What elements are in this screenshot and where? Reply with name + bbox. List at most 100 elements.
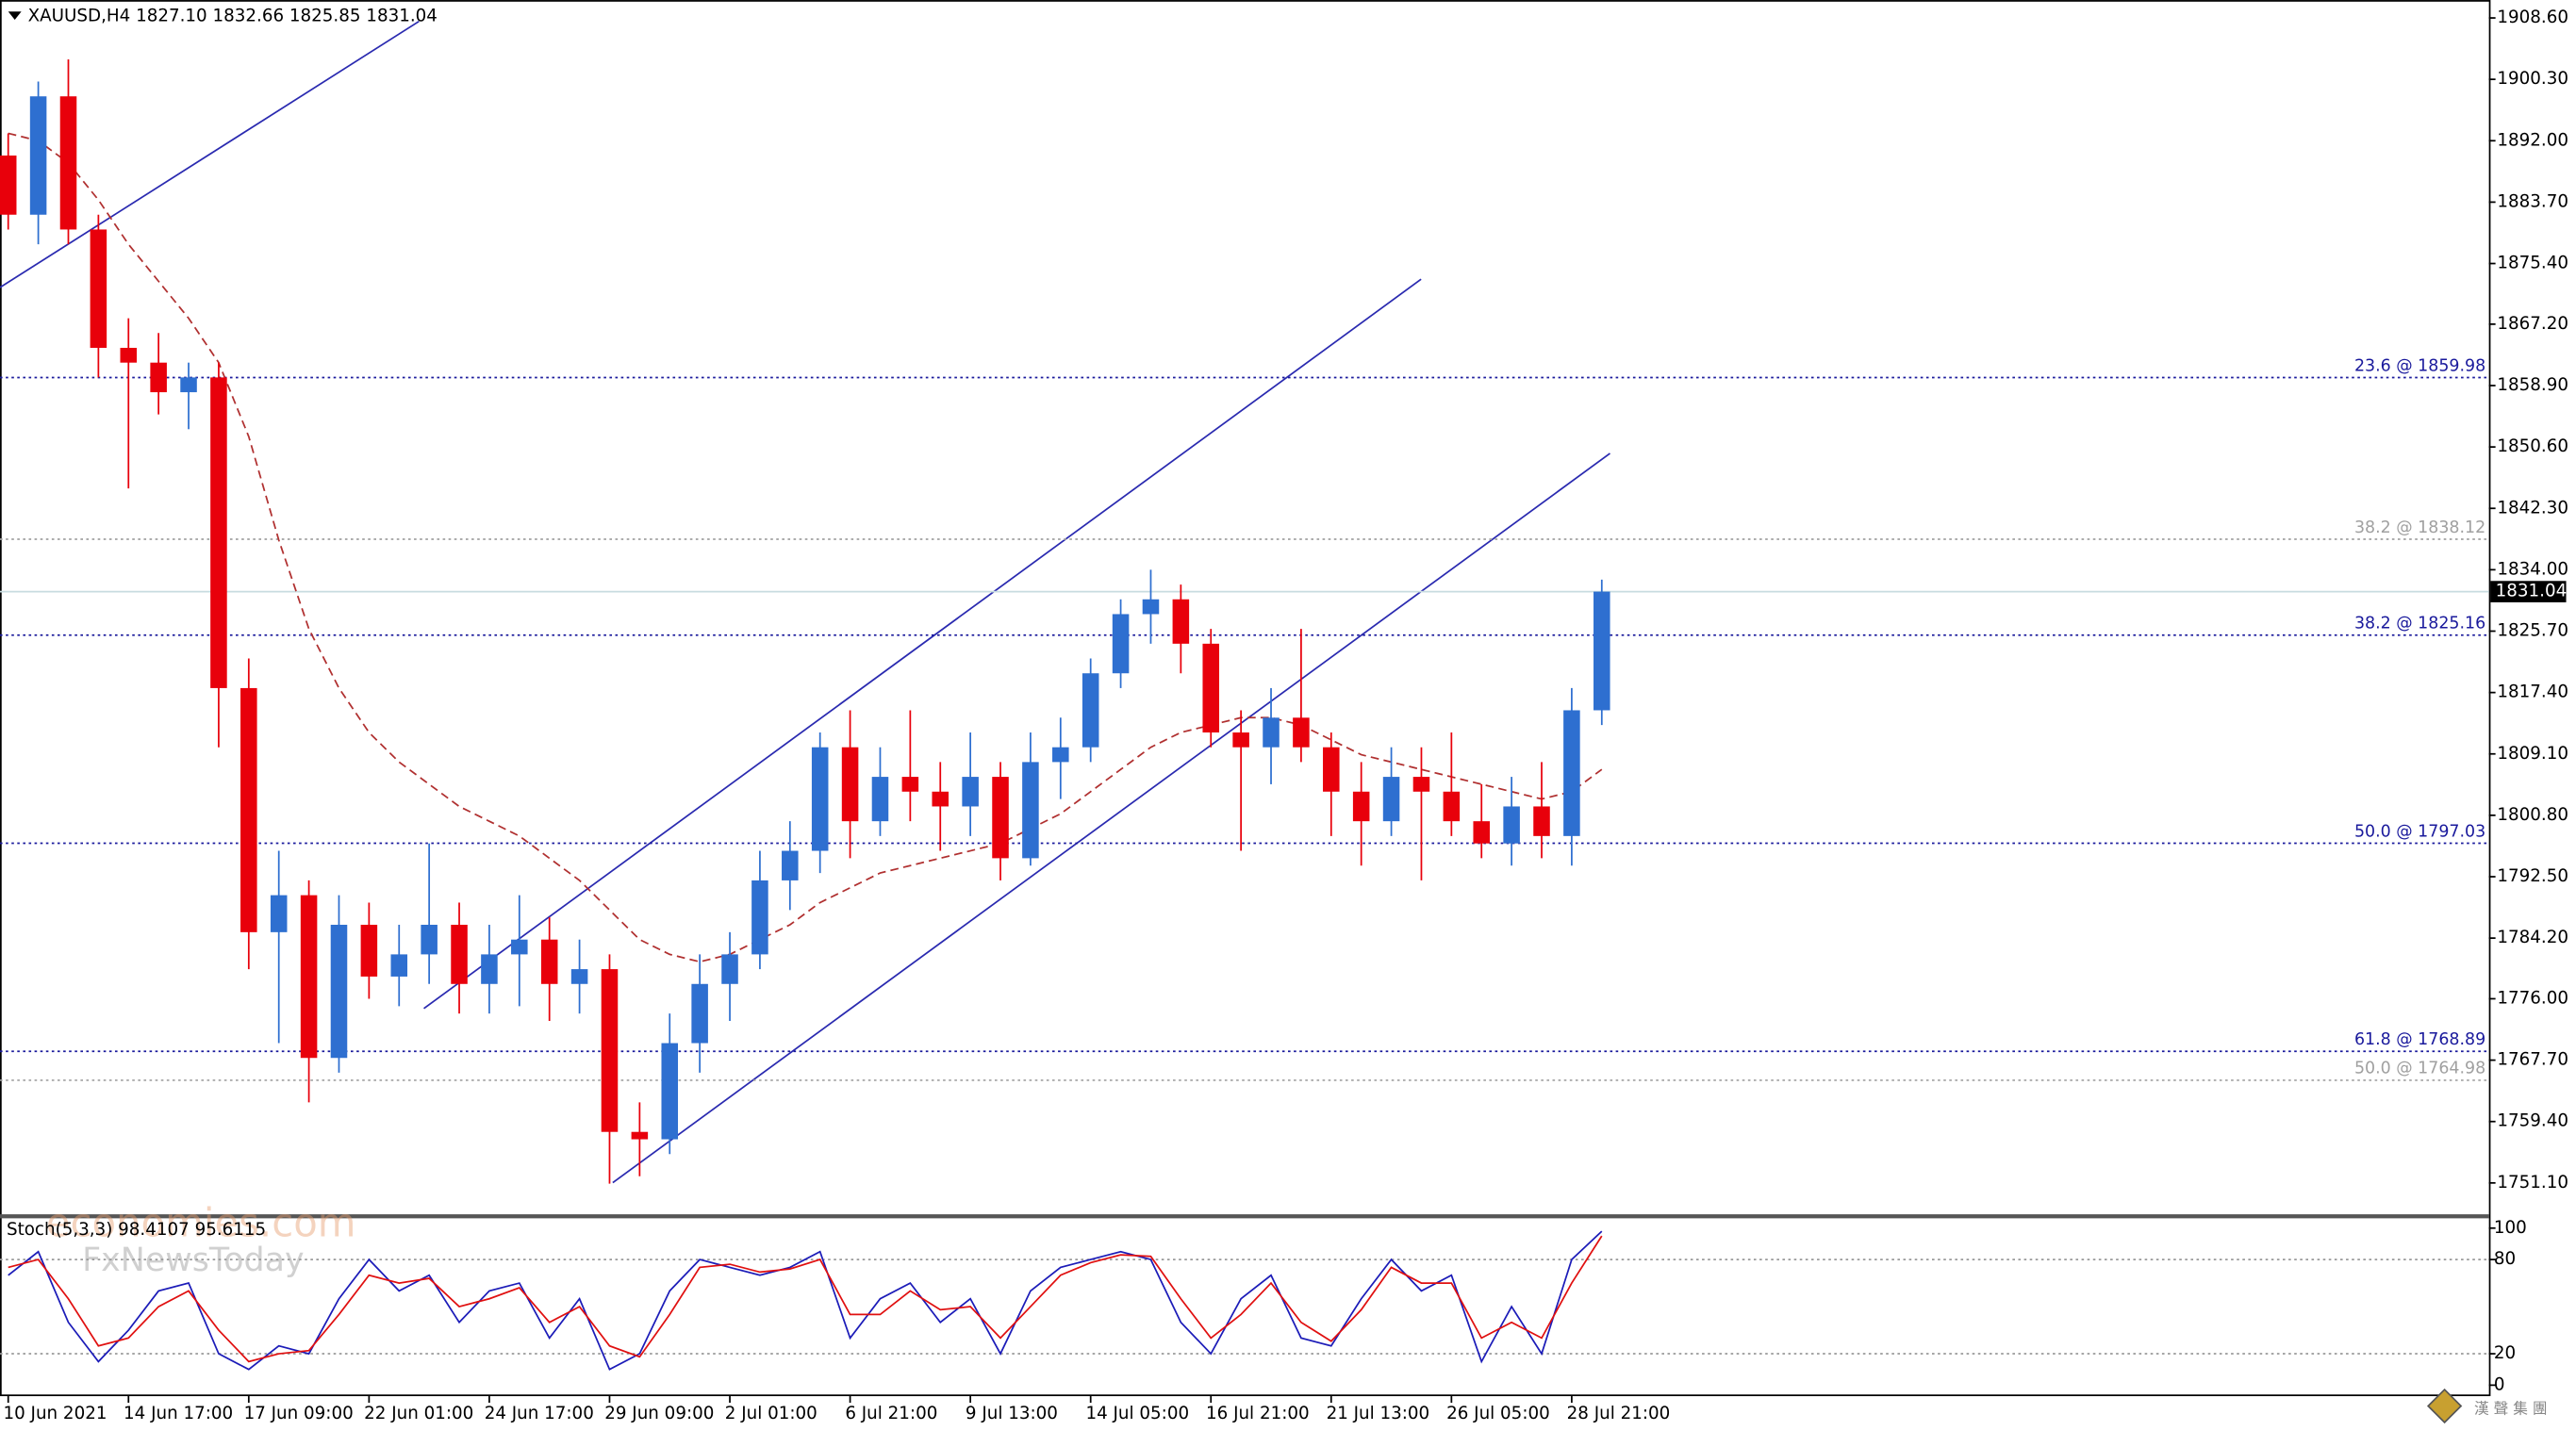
- trend-line: [612, 452, 1611, 1184]
- stoch-tick-label: 0: [2494, 1374, 2505, 1394]
- logo-icon: [2426, 1388, 2463, 1424]
- candle-body: [1293, 717, 1310, 748]
- candle-body: [962, 777, 979, 807]
- candle-body: [631, 1131, 649, 1140]
- candle-body: [1563, 710, 1580, 836]
- y-tick-label: 1825.70: [2497, 621, 2568, 641]
- stoch-label: Stoch(5,3,3) 98.4107 95.6115: [7, 1220, 266, 1240]
- x-tick-label: 9 Jul 13:00: [966, 1404, 1058, 1423]
- watermark: FxNewsToday: [82, 1242, 304, 1279]
- candle-body: [240, 687, 257, 932]
- candle-body: [721, 954, 738, 984]
- price-tag-label: 1831.04: [2496, 582, 2568, 601]
- candle-body: [782, 850, 799, 880]
- candle-body: [992, 777, 1009, 859]
- candle-body: [1112, 614, 1130, 674]
- candle-body: [751, 880, 768, 955]
- y-tick-label: 1900.30: [2497, 69, 2568, 89]
- y-tick-label: 1908.60: [2497, 8, 2568, 27]
- x-tick-label: 14 Jul 05:00: [1085, 1404, 1189, 1423]
- candle-body: [421, 925, 438, 955]
- x-tick-label: 14 Jun 17:00: [124, 1404, 233, 1423]
- stoch-line: [8, 1235, 1603, 1363]
- candle-body: [841, 747, 859, 822]
- y-tick-label: 1883.70: [2497, 191, 2568, 211]
- trend-line: [423, 278, 1422, 1010]
- candle-body: [1082, 673, 1099, 748]
- candle-body: [1052, 747, 1069, 763]
- y-tick-label: 1776.00: [2497, 988, 2568, 1008]
- candle-body: [1593, 591, 1610, 711]
- x-tick-label: 24 Jun 17:00: [485, 1404, 594, 1423]
- candle-body: [540, 939, 558, 984]
- watermark: 漢 聲 集 團: [2474, 1399, 2548, 1417]
- x-tick-label: 10 Jun 2021: [3, 1404, 107, 1423]
- y-tick-label: 1892.00: [2497, 130, 2568, 150]
- y-tick-label: 1875.40: [2497, 254, 2568, 273]
- candle-body: [871, 777, 889, 822]
- y-tick-label: 1751.10: [2497, 1173, 2568, 1192]
- candle-body: [1172, 599, 1190, 644]
- fib-label: 61.8 @ 1768.89: [2354, 1030, 2485, 1049]
- candle-body: [1382, 777, 1400, 822]
- candle-body: [601, 969, 619, 1132]
- candle-body: [1533, 806, 1550, 836]
- fib-label: 23.6 @ 1859.98: [2354, 356, 2485, 375]
- candle-body: [1503, 806, 1520, 844]
- y-tick-label: 1834.00: [2497, 559, 2568, 579]
- x-tick-label: 26 Jul 05:00: [1446, 1404, 1550, 1423]
- candle-body: [270, 895, 288, 932]
- stoch-tick-label: 100: [2494, 1218, 2527, 1238]
- candle-body: [1443, 791, 1461, 822]
- x-tick-label: 21 Jul 13:00: [1327, 1404, 1430, 1423]
- stoch-line: [8, 1230, 1603, 1371]
- y-tick-label: 1767.70: [2497, 1050, 2568, 1070]
- y-tick-label: 1792.50: [2497, 866, 2568, 886]
- moving-average: [8, 132, 1603, 963]
- candle-body: [180, 377, 197, 393]
- candle-body: [1142, 599, 1160, 615]
- x-tick-label: 22 Jun 01:00: [364, 1404, 473, 1423]
- y-tick-label: 1784.20: [2497, 928, 2568, 947]
- candle-body: [901, 777, 919, 792]
- candle-body: [90, 229, 107, 348]
- x-tick-label: 6 Jul 21:00: [845, 1404, 937, 1423]
- candle-body: [210, 377, 227, 688]
- price-tag: [2490, 581, 2567, 602]
- candle-body: [661, 1043, 679, 1140]
- candle-body: [1323, 747, 1340, 792]
- y-tick-label: 1809.10: [2497, 744, 2568, 764]
- candle-body: [1352, 791, 1370, 822]
- candle-body: [481, 954, 498, 984]
- candle-body: [330, 925, 348, 1059]
- candle-body: [1232, 732, 1249, 748]
- x-tick-label: 29 Jun 09:00: [604, 1404, 714, 1423]
- y-tick-label: 1817.40: [2497, 683, 2568, 702]
- candle-body: [29, 96, 47, 215]
- candle-body: [390, 954, 408, 977]
- y-tick-label: 1759.40: [2497, 1111, 2568, 1131]
- candle-body: [1202, 643, 1220, 733]
- candle-body: [1022, 762, 1039, 859]
- candle-body: [360, 925, 378, 977]
- candle-body: [0, 155, 17, 215]
- candle-body: [570, 969, 588, 984]
- candle-body: [1412, 777, 1430, 792]
- candle-body: [811, 747, 829, 851]
- trend-line: [0, 20, 420, 288]
- chart-frame: [0, 0, 2491, 1397]
- candle-body: [150, 362, 167, 393]
- y-tick-label: 1858.90: [2497, 375, 2568, 395]
- y-tick-label: 1850.60: [2497, 436, 2568, 456]
- candle-body: [691, 983, 708, 1044]
- x-tick-label: 2 Jul 01:00: [725, 1404, 817, 1423]
- candle-body: [1473, 821, 1491, 844]
- symbol-menu-icon[interactable]: [8, 11, 22, 20]
- candle-body: [451, 925, 468, 984]
- chart-header: XAUUSD,H4 1827.10 1832.66 1825.85 1831.0…: [28, 6, 438, 25]
- watermark: economies.com: [46, 1199, 356, 1245]
- y-tick-label: 1842.30: [2497, 498, 2568, 518]
- fib-label: 50.0 @ 1764.98: [2354, 1060, 2485, 1078]
